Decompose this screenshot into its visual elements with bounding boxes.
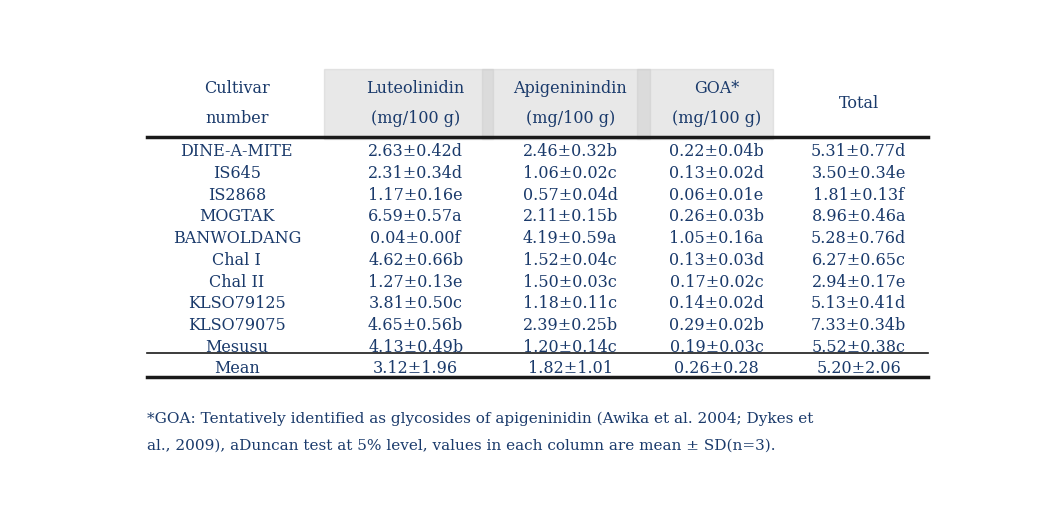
Text: 5.13±0.41d: 5.13±0.41d <box>811 295 906 312</box>
Text: 4.19±0.59a: 4.19±0.59a <box>522 230 618 247</box>
Text: 8.96±0.46a: 8.96±0.46a <box>812 208 906 226</box>
Text: 0.26±0.03b: 0.26±0.03b <box>669 208 764 226</box>
Text: 0.13±0.02d: 0.13±0.02d <box>669 165 764 182</box>
Text: 1.05±0.16a: 1.05±0.16a <box>669 230 764 247</box>
Text: number: number <box>205 110 269 127</box>
Text: 2.11±0.15b: 2.11±0.15b <box>522 208 618 226</box>
Text: (mg/100 g): (mg/100 g) <box>371 110 461 127</box>
Text: Total: Total <box>838 95 879 112</box>
Text: 4.65±0.56b: 4.65±0.56b <box>368 317 464 334</box>
Text: 2.46±0.32b: 2.46±0.32b <box>522 144 618 160</box>
Text: 2.94±0.17e: 2.94±0.17e <box>812 274 906 291</box>
Bar <box>324 69 493 139</box>
Text: 0.14±0.02d: 0.14±0.02d <box>669 295 764 312</box>
Text: MOGTAK: MOGTAK <box>199 208 275 226</box>
Text: Mean: Mean <box>214 360 260 377</box>
Text: 1.82±1.01: 1.82±1.01 <box>528 360 613 377</box>
Text: 1.18±0.11c: 1.18±0.11c <box>523 295 617 312</box>
Text: 1.81±0.13f: 1.81±0.13f <box>813 187 904 204</box>
Text: 4.62±0.66b: 4.62±0.66b <box>368 252 464 269</box>
Bar <box>637 69 773 139</box>
Text: BANWOLDANG: BANWOLDANG <box>173 230 301 247</box>
Text: 3.81±0.50c: 3.81±0.50c <box>368 295 463 312</box>
Text: 5.20±2.06: 5.20±2.06 <box>816 360 901 377</box>
Text: 2.39±0.25b: 2.39±0.25b <box>522 317 618 334</box>
Text: Cultivar: Cultivar <box>204 80 270 97</box>
Text: 0.19±0.03c: 0.19±0.03c <box>669 339 764 355</box>
Text: 5.52±0.38c: 5.52±0.38c <box>812 339 905 355</box>
Text: 0.57±0.04d: 0.57±0.04d <box>522 187 618 204</box>
Text: DINE-A-MITE: DINE-A-MITE <box>180 144 293 160</box>
Text: (mg/100 g): (mg/100 g) <box>671 110 762 127</box>
Text: 3.50±0.34e: 3.50±0.34e <box>812 165 906 182</box>
Text: 0.06±0.01e: 0.06±0.01e <box>669 187 764 204</box>
Text: 7.33±0.34b: 7.33±0.34b <box>811 317 906 334</box>
Text: 3.12±1.96: 3.12±1.96 <box>373 360 458 377</box>
Text: 5.31±0.77d: 5.31±0.77d <box>811 144 906 160</box>
Text: al., 2009), aDuncan test at 5% level, values in each column are mean ± SD(n=3).: al., 2009), aDuncan test at 5% level, va… <box>147 438 776 452</box>
Text: 5.28±0.76d: 5.28±0.76d <box>811 230 906 247</box>
Text: 1.27±0.13e: 1.27±0.13e <box>368 274 463 291</box>
Text: KLSO79125: KLSO79125 <box>188 295 285 312</box>
Text: IS645: IS645 <box>213 165 261 182</box>
Text: Chal I: Chal I <box>212 252 261 269</box>
Text: 0.17±0.02c: 0.17±0.02c <box>669 274 764 291</box>
Text: 1.06±0.02c: 1.06±0.02c <box>523 165 617 182</box>
Text: 0.29±0.02b: 0.29±0.02b <box>669 317 764 334</box>
Text: Luteolinidin: Luteolinidin <box>366 80 465 97</box>
Text: GOA*: GOA* <box>693 80 740 97</box>
Text: Mesusu: Mesusu <box>206 339 269 355</box>
Text: 2.31±0.34d: 2.31±0.34d <box>368 165 464 182</box>
Text: 6.59±0.57a: 6.59±0.57a <box>368 208 463 226</box>
Text: 6.27±0.65c: 6.27±0.65c <box>812 252 905 269</box>
Text: 0.26±0.28: 0.26±0.28 <box>675 360 758 377</box>
Text: 1.50±0.03c: 1.50±0.03c <box>523 274 617 291</box>
Text: 0.22±0.04b: 0.22±0.04b <box>669 144 764 160</box>
Text: 0.04±0.00f: 0.04±0.00f <box>370 230 461 247</box>
Text: 2.63±0.42d: 2.63±0.42d <box>368 144 464 160</box>
Text: 4.13±0.49b: 4.13±0.49b <box>368 339 464 355</box>
Text: KLSO79075: KLSO79075 <box>188 317 285 334</box>
Text: 1.52±0.04c: 1.52±0.04c <box>523 252 617 269</box>
Text: (mg/100 g): (mg/100 g) <box>526 110 615 127</box>
Text: 1.17±0.16e: 1.17±0.16e <box>368 187 463 204</box>
Text: Chal II: Chal II <box>209 274 264 291</box>
Text: Apigeninindin: Apigeninindin <box>513 80 627 97</box>
Text: 0.13±0.03d: 0.13±0.03d <box>669 252 764 269</box>
Text: 1.20±0.14c: 1.20±0.14c <box>523 339 617 355</box>
Bar <box>483 69 649 139</box>
Text: *GOA: Tentatively identified as glycosides of apigeninidin (Awika et al. 2004; D: *GOA: Tentatively identified as glycosid… <box>147 411 814 425</box>
Text: IS2868: IS2868 <box>208 187 266 204</box>
